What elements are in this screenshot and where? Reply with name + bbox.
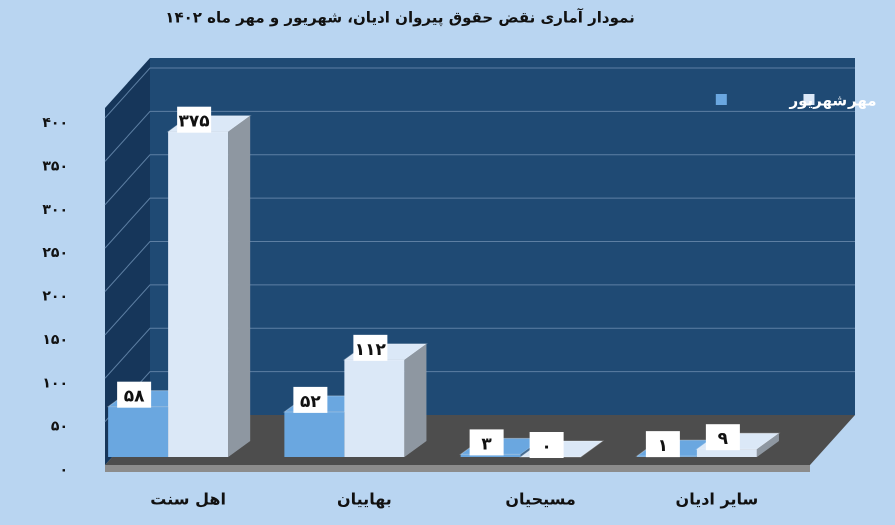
grid-line	[104, 241, 855, 292]
bar-side	[404, 343, 427, 457]
data-label-box	[353, 334, 388, 361]
y-tick-label: ۲۵۰	[42, 245, 68, 261]
data-label: ۵۸	[124, 387, 145, 407]
bar	[108, 406, 169, 457]
bar-side	[228, 115, 251, 457]
y-tick-label: ۲۰۰	[42, 289, 68, 305]
grid-line	[104, 154, 855, 206]
x-tick-label: مسیحیان	[505, 490, 575, 509]
data-label: ۰	[541, 437, 551, 457]
legend-swatch	[803, 94, 815, 105]
bar	[284, 411, 345, 457]
y-tick-label: ۱۰۰	[42, 375, 68, 391]
y-tick-label: ۰	[59, 462, 68, 478]
back-wall	[150, 58, 855, 415]
bar	[460, 454, 521, 457]
data-label-box	[177, 106, 212, 133]
grid-line	[104, 327, 855, 379]
data-label: ۳۷۵	[179, 112, 210, 132]
data-label-box	[529, 432, 564, 458]
floor-edge	[105, 465, 810, 472]
data-label-box	[705, 424, 740, 451]
x-tick-label: سایر ادیان	[676, 490, 759, 509]
y-tick-label: ۱۵۰	[42, 332, 68, 348]
chart-title: نمودار آماری نقض حقوق پیروان ادیان، شهری…	[165, 9, 634, 28]
legend-label: مهر	[847, 92, 877, 110]
data-label: ۱	[658, 436, 668, 456]
data-label: ۵۲	[300, 392, 321, 412]
grid-line	[104, 110, 855, 162]
legend-label: شهریور	[788, 92, 847, 110]
bar	[344, 359, 405, 457]
bar-side	[756, 433, 779, 457]
side-wall	[105, 58, 150, 465]
data-label-box	[645, 431, 680, 458]
bar-shade	[404, 343, 427, 457]
y-tick-label: ۴۰۰	[42, 115, 68, 131]
grid-line	[104, 67, 855, 119]
data-label: ۱۱۲	[355, 340, 387, 360]
legend-swatch	[715, 94, 727, 105]
grid-line	[104, 197, 855, 249]
grid-line	[104, 284, 855, 336]
x-tick-label: اهل سنت	[150, 490, 226, 509]
data-label-box	[469, 429, 504, 456]
bar	[168, 131, 229, 457]
data-label: ۹	[718, 429, 729, 449]
y-tick-label: ۳۵۰	[42, 158, 68, 174]
data-label-box	[293, 386, 328, 413]
data-label: ۳	[481, 434, 492, 454]
data-label-box	[117, 381, 152, 408]
y-tick-label: ۵۰	[51, 419, 68, 435]
bar-shade	[756, 433, 779, 457]
x-tick-label: بهاییان	[337, 490, 392, 509]
y-tick-label: ۳۰۰	[42, 202, 68, 218]
bar	[696, 449, 757, 457]
bar-shade	[228, 115, 251, 457]
